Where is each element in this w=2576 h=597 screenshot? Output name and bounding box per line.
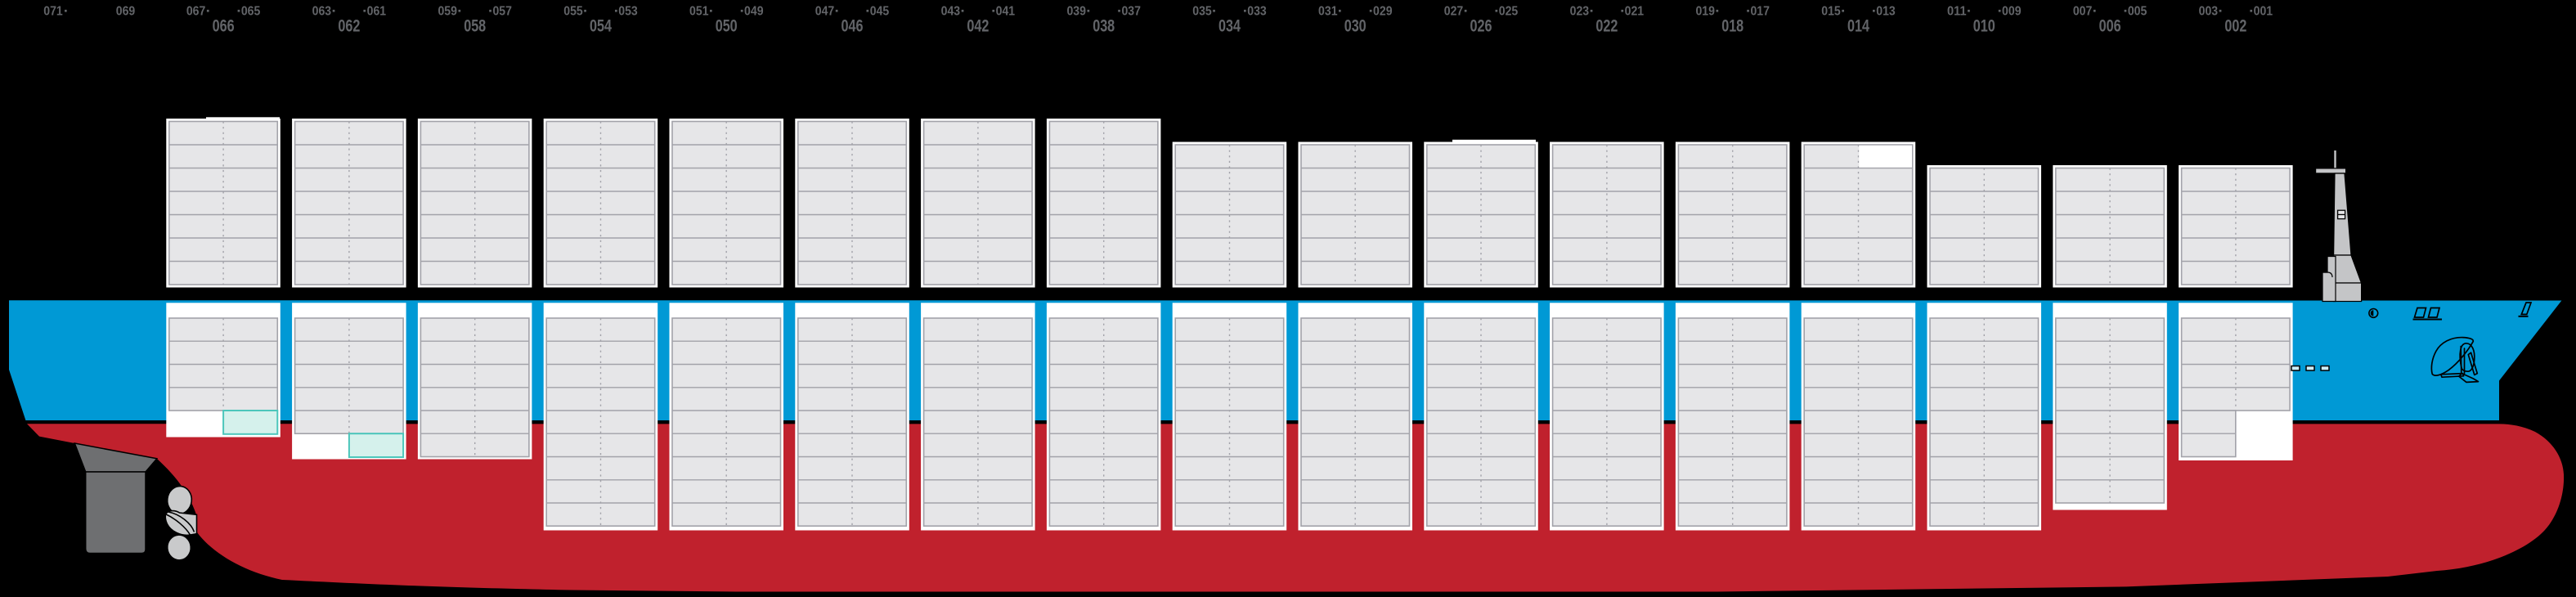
svg-text:019: 019	[1695, 5, 1715, 19]
svg-text:030: 030	[1344, 17, 1367, 36]
svg-text:043: 043	[941, 5, 961, 19]
svg-text:029: 029	[1373, 5, 1393, 19]
svg-text:041: 041	[996, 5, 1016, 19]
svg-text:049: 049	[744, 5, 764, 19]
svg-text:069: 069	[116, 5, 136, 19]
svg-text:009: 009	[2002, 5, 2022, 19]
svg-text:038: 038	[1093, 17, 1115, 36]
svg-text:067: 067	[186, 5, 206, 19]
svg-text:022: 022	[1595, 17, 1618, 36]
svg-text:045: 045	[870, 5, 890, 19]
svg-text:018: 018	[1721, 17, 1744, 36]
svg-text:063: 063	[312, 5, 332, 19]
svg-text:007: 007	[2073, 5, 2093, 19]
svg-text:035: 035	[1192, 5, 1212, 19]
svg-text:034: 034	[1218, 17, 1241, 36]
svg-text:017: 017	[1750, 5, 1770, 19]
svg-text:014: 014	[1847, 17, 1869, 36]
svg-text:031: 031	[1318, 5, 1338, 19]
svg-text:047: 047	[815, 5, 835, 19]
svg-text:001: 001	[2254, 5, 2273, 19]
svg-text:061: 061	[367, 5, 387, 19]
svg-text:057: 057	[492, 5, 512, 19]
svg-text:051: 051	[689, 5, 709, 19]
svg-text:065: 065	[241, 5, 261, 19]
svg-text:055: 055	[563, 5, 583, 19]
svg-text:033: 033	[1247, 5, 1267, 19]
svg-text:021: 021	[1625, 5, 1645, 19]
svg-text:002: 002	[2224, 17, 2246, 36]
svg-text:027: 027	[1444, 5, 1464, 19]
svg-text:015: 015	[1821, 5, 1841, 19]
svg-text:071: 071	[43, 5, 63, 19]
svg-text:037: 037	[1121, 5, 1141, 19]
svg-text:053: 053	[618, 5, 638, 19]
svg-text:011: 011	[1947, 5, 1967, 19]
svg-text:010: 010	[1973, 17, 1995, 36]
svg-text:046: 046	[841, 17, 864, 36]
svg-text:026: 026	[1470, 17, 1492, 36]
svg-text:025: 025	[1499, 5, 1519, 19]
svg-text:058: 058	[464, 17, 486, 36]
svg-text:039: 039	[1066, 5, 1086, 19]
svg-text:003: 003	[2199, 5, 2219, 19]
svg-text:023: 023	[1570, 5, 1590, 19]
svg-text:066: 066	[213, 17, 235, 36]
svg-text:006: 006	[2099, 17, 2121, 36]
svg-text:059: 059	[438, 5, 457, 19]
svg-text:054: 054	[590, 17, 612, 36]
svg-text:005: 005	[2128, 5, 2147, 19]
svg-text:042: 042	[967, 17, 989, 36]
svg-text:062: 062	[338, 17, 360, 36]
svg-text:013: 013	[1876, 5, 1896, 19]
svg-text:050: 050	[716, 17, 738, 36]
